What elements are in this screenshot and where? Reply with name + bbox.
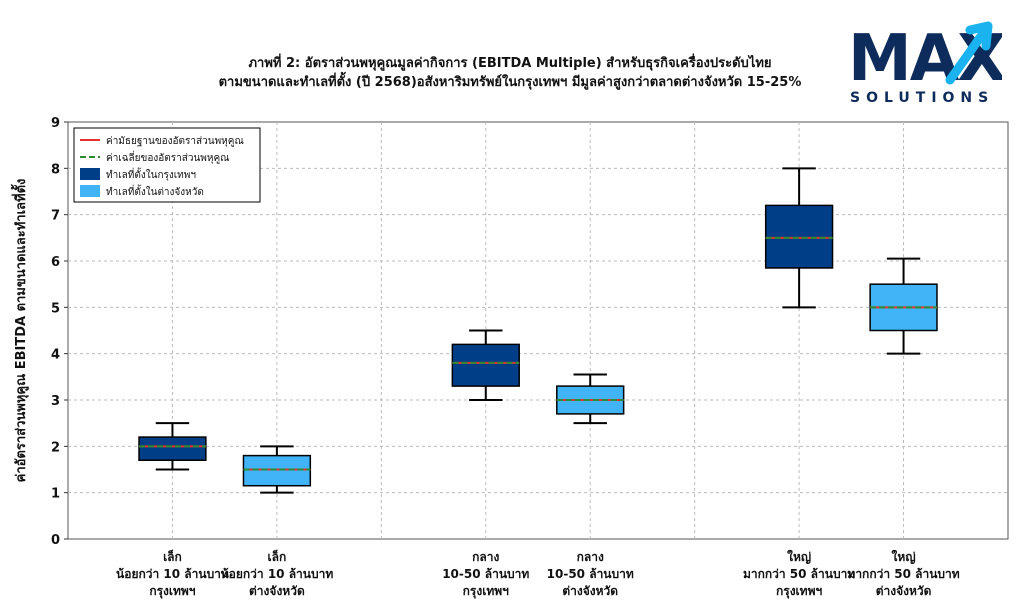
x-tick-label: ต่างจังหวัด <box>562 584 618 598</box>
legend-swatch-province <box>80 185 100 197</box>
x-tick-label: กลาง <box>577 550 604 564</box>
x-tick-label: น้อยกว่า 10 ล้านบาท <box>220 567 333 581</box>
x-tick-label: กรุงเทพฯ <box>776 584 822 599</box>
y-tick-label: 4 <box>51 348 60 363</box>
x-tick-label: มากกว่า 50 ล้านบาท <box>847 567 959 581</box>
box-2 <box>242 454 312 487</box>
y-tick-label: 2 <box>51 440 60 455</box>
x-tick-label: 10-50 ล้านบาท <box>442 567 529 581</box>
x-tick-label: เล็ก <box>163 549 182 564</box>
legend-swatch-bangkok <box>80 168 100 180</box>
y-tick-label: 3 <box>51 394 60 409</box>
x-tick-label: ใหญ่ <box>787 549 811 564</box>
y-tick-label: 9 <box>51 116 60 131</box>
legend-label: ทำเลที่ตั้งในต่างจังหวัด <box>106 184 204 198</box>
y-tick-label: 1 <box>51 487 60 502</box>
x-tick-label: กรุงเทพฯ <box>149 584 195 599</box>
box-3 <box>451 343 520 387</box>
y-tick-label: 7 <box>51 209 60 224</box>
max-solutions-logo: MAX SOLUTIONS <box>848 21 1002 106</box>
y-tick-label: 5 <box>51 301 60 316</box>
y-axis-label: ค่าอัตราส่วนพหุคูณ EBITDA ตามขนาดและทำเล… <box>10 179 29 483</box>
x-tick-label: ใหญ่ <box>892 549 916 564</box>
legend-label: ค่ามัธยฐานของอัตราส่วนพหุคูณ <box>106 136 244 147</box>
legend-label: ทำเลที่ตั้งในกรุงเทพฯ <box>106 167 196 181</box>
logo-sub: SOLUTIONS <box>850 90 994 106</box>
logo-arrow-icon <box>945 21 993 85</box>
box-1 <box>138 436 207 461</box>
chart-title-line-2: ตามขนาดและทำเลที่ตั้ง (ปี 2568)อสังหาริม… <box>218 75 802 90</box>
x-tick-label: ต่างจังหวัด <box>249 584 305 598</box>
legend-label: ค่าเฉลี่ยของอัตราส่วนพหุคูณ <box>106 150 229 164</box>
x-tick-label: กลาง <box>472 550 499 564</box>
y-tick-label: 8 <box>51 162 60 177</box>
x-tick-label: เล็ก <box>268 549 287 564</box>
x-tick-label: กรุงเทพฯ <box>463 584 509 599</box>
x-tick-label: 10-50 ล้านบาท <box>547 567 634 581</box>
x-tick-label: น้อยกว่า 10 ล้านบาท <box>116 567 229 581</box>
logo-word: MAX <box>848 22 1002 96</box>
x-tick-label: มากกว่า 50 ล้านบาท <box>743 567 855 581</box>
chart-title-line-1: ภาพที่ 2: อัตราส่วนพหุคูณมูลค่ากิจการ (E… <box>248 56 772 71</box>
y-tick-label: 0 <box>51 533 60 548</box>
box-5 <box>764 204 834 269</box>
y-tick-label: 6 <box>51 255 60 270</box>
x-tick-label: ต่างจังหวัด <box>876 584 932 598</box>
legend-box <box>73 127 261 203</box>
